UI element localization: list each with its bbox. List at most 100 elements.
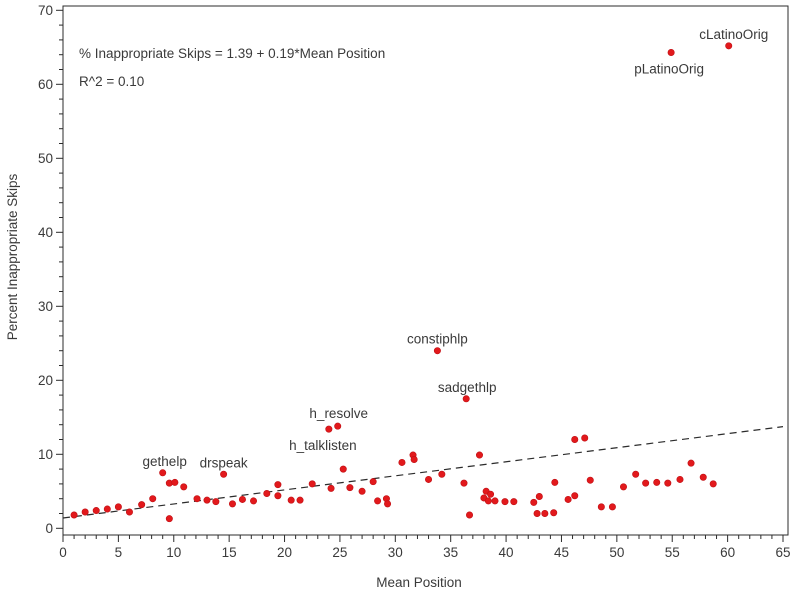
- data-point: [699, 473, 707, 481]
- data-point: [274, 492, 282, 500]
- x-axis-tick-label: 20: [277, 545, 292, 560]
- r-squared-text: R^2 = 0.10: [79, 74, 144, 89]
- data-point: [475, 451, 483, 459]
- data-point: [571, 435, 579, 443]
- data-point: [193, 495, 201, 503]
- y-axis-tick-label: 50: [38, 151, 53, 166]
- data-point: [608, 503, 616, 511]
- data-point: [165, 515, 173, 523]
- data-point: [597, 503, 605, 511]
- labeled-data-point: [159, 469, 167, 477]
- data-point: [81, 508, 89, 516]
- point-label: h_resolve: [309, 406, 368, 421]
- data-point: [103, 505, 111, 513]
- labeled-data-point: [667, 48, 675, 56]
- data-point: [487, 490, 495, 498]
- data-point: [263, 490, 271, 498]
- x-axis-tick-label: 5: [115, 545, 123, 560]
- x-axis-tick-label: 0: [59, 545, 67, 560]
- x-axis-tick-label: 30: [388, 545, 403, 560]
- data-point: [149, 495, 157, 503]
- data-point: [676, 475, 684, 483]
- x-axis-tick-label: 55: [665, 545, 680, 560]
- data-point: [274, 481, 282, 489]
- data-point: [551, 478, 559, 486]
- point-label: h_talklisten: [289, 438, 357, 453]
- data-point: [308, 480, 316, 488]
- data-point: [466, 511, 474, 519]
- data-point: [212, 498, 220, 506]
- data-point: [564, 495, 572, 503]
- data-point: [550, 509, 558, 517]
- labeled-data-point: [220, 470, 228, 478]
- x-axis-tick-label: 45: [554, 545, 569, 560]
- data-point: [642, 479, 650, 487]
- data-point: [384, 500, 392, 508]
- point-label: pLatinoOrig: [634, 61, 704, 76]
- data-point: [632, 470, 640, 478]
- data-point: [533, 509, 541, 517]
- data-point: [709, 480, 717, 488]
- data-point: [358, 487, 366, 495]
- point-label: constiphlp: [407, 332, 468, 347]
- point-label: drspeak: [200, 455, 248, 470]
- y-axis-tick-label: 60: [38, 77, 53, 92]
- data-point: [425, 475, 433, 483]
- data-point: [541, 509, 549, 517]
- data-point: [369, 478, 377, 486]
- data-point: [653, 478, 661, 486]
- y-axis-tick-label: 40: [38, 225, 53, 240]
- data-point: [491, 497, 499, 505]
- data-point: [398, 458, 406, 466]
- data-point: [296, 496, 304, 504]
- data-point: [138, 501, 146, 509]
- data-point: [687, 459, 695, 467]
- data-point: [114, 503, 122, 511]
- y-axis-title: Percent Inappropriate Skips: [5, 173, 20, 340]
- labeled-data-point: [725, 42, 733, 50]
- point-label: sadgethlp: [438, 380, 497, 395]
- data-point: [238, 495, 246, 503]
- x-axis-tick-label: 10: [166, 545, 181, 560]
- data-point: [410, 455, 418, 463]
- x-axis-tick-label: 40: [499, 545, 514, 560]
- point-label: gethelp: [143, 454, 187, 469]
- data-point: [619, 483, 627, 491]
- data-point: [374, 497, 382, 505]
- data-point: [70, 511, 78, 519]
- labeled-data-point: [334, 422, 342, 430]
- data-point: [460, 479, 468, 487]
- data-point: [180, 483, 188, 491]
- regression-line: [62, 426, 784, 519]
- data-point: [664, 479, 672, 487]
- x-axis-tick-label: 25: [332, 545, 347, 560]
- data-point: [530, 498, 538, 506]
- labeled-data-point: [325, 425, 333, 433]
- data-point: [339, 465, 347, 473]
- y-axis-tick-label: 70: [38, 3, 53, 18]
- labeled-data-point: [433, 347, 441, 355]
- data-point: [327, 484, 335, 492]
- data-point: [510, 498, 518, 506]
- x-axis-tick-label: 15: [222, 545, 237, 560]
- regression-equation-text: % Inappropriate Skips = 1.39 + 0.19*Mean…: [79, 46, 385, 61]
- data-point: [586, 476, 594, 484]
- data-point: [228, 500, 236, 508]
- data-point: [535, 492, 543, 500]
- data-point: [125, 508, 133, 516]
- y-axis-tick-label: 30: [38, 299, 53, 314]
- data-point: [571, 492, 579, 500]
- x-axis-tick-label: 60: [720, 545, 735, 560]
- point-label: cLatinoOrig: [699, 27, 768, 42]
- data-point: [250, 497, 258, 505]
- data-point: [346, 484, 354, 492]
- data-point: [287, 496, 295, 504]
- y-axis-tick-label: 0: [45, 521, 53, 536]
- labeled-data-point: [462, 395, 470, 403]
- data-point: [581, 434, 589, 442]
- y-axis-tick-label: 20: [38, 373, 53, 388]
- data-point: [438, 470, 446, 478]
- data-point: [484, 497, 492, 505]
